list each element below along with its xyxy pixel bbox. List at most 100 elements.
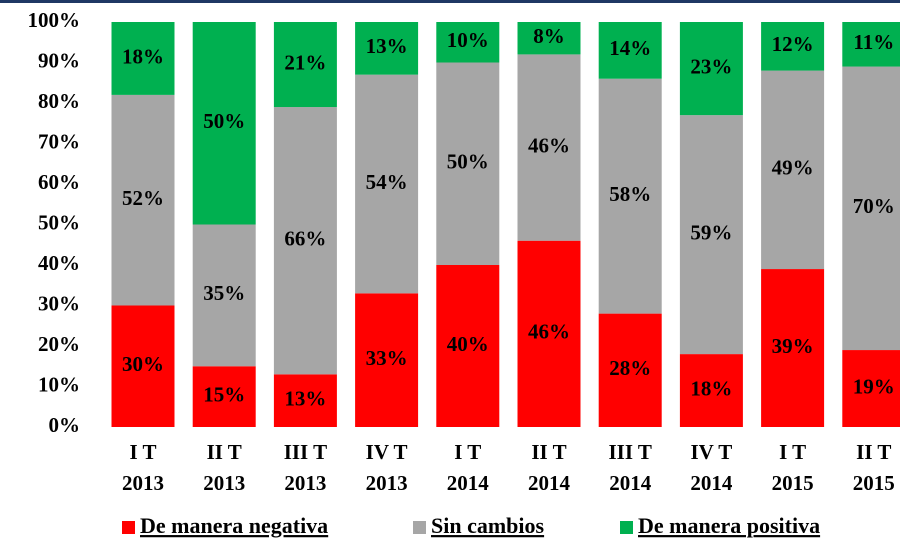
x-tick-label: 2015 xyxy=(853,471,895,495)
data-label: 10% xyxy=(447,28,489,52)
data-label: 8% xyxy=(533,24,565,48)
bar-segment xyxy=(517,240,581,427)
bar-segment xyxy=(436,22,500,63)
bar-segment xyxy=(761,269,825,427)
legend-swatch xyxy=(413,521,426,534)
x-tick-label: 2014 xyxy=(447,471,490,495)
data-label: 21% xyxy=(284,50,326,74)
data-label: 35% xyxy=(203,281,245,305)
y-tick-label: 30% xyxy=(38,291,80,315)
data-label: 40% xyxy=(447,332,489,356)
bar-segment xyxy=(761,70,825,270)
x-tick-label: 2013 xyxy=(203,471,245,495)
bar-segment xyxy=(436,265,500,427)
legend-label: De manera positiva xyxy=(638,513,820,538)
x-tick-label: II T xyxy=(531,440,566,464)
legend-swatch xyxy=(620,521,633,534)
y-tick-label: 0% xyxy=(49,413,81,437)
bar-segment xyxy=(679,354,743,427)
data-label: 70% xyxy=(853,194,895,218)
y-tick-label: 80% xyxy=(38,89,80,113)
bar-segment xyxy=(192,224,256,367)
bar-segment xyxy=(598,22,662,79)
x-tick-label: I T xyxy=(779,440,806,464)
bar-segment xyxy=(517,22,581,55)
bar-segment xyxy=(679,22,743,116)
bar-segment xyxy=(842,350,900,427)
bar-segment xyxy=(517,54,581,241)
data-label: 46% xyxy=(528,133,570,157)
x-tick-label: 2013 xyxy=(284,471,326,495)
bar-segment xyxy=(273,22,337,108)
bar-segment xyxy=(598,313,662,427)
bar-segment xyxy=(192,366,256,427)
y-tick-label: 100% xyxy=(28,8,81,32)
x-tick-label: I T xyxy=(129,440,156,464)
data-label: 19% xyxy=(853,374,895,398)
data-label: 46% xyxy=(528,320,570,344)
data-label: 15% xyxy=(203,382,245,406)
data-label: 49% xyxy=(772,156,814,180)
x-tick-label: II T xyxy=(856,440,891,464)
bar-segment xyxy=(598,78,662,314)
bar-segment xyxy=(355,293,419,427)
x-tick-label: II T xyxy=(207,440,242,464)
bar-segment xyxy=(111,94,175,306)
x-tick-label: III T xyxy=(608,440,651,464)
legend-label: De manera negativa xyxy=(140,513,328,538)
data-label: 18% xyxy=(690,376,732,400)
y-tick-label: 20% xyxy=(38,332,80,356)
bar-segment xyxy=(842,66,900,351)
bar-segment xyxy=(111,22,175,95)
data-label: 50% xyxy=(447,150,489,174)
legend-label: Sin cambios xyxy=(431,513,545,538)
bar-segment xyxy=(436,62,500,265)
x-tick-label: 2014 xyxy=(690,471,733,495)
data-label: 59% xyxy=(690,220,732,244)
bar-segment xyxy=(679,115,743,355)
data-label: 54% xyxy=(366,170,408,194)
x-tick-label: 2013 xyxy=(122,471,164,495)
x-tick-label: IV T xyxy=(690,440,732,464)
x-tick-label: 2015 xyxy=(772,471,814,495)
y-tick-label: 90% xyxy=(38,48,80,72)
x-tick-label: 2013 xyxy=(366,471,408,495)
bar-segment xyxy=(355,22,419,75)
data-label: 23% xyxy=(690,54,732,78)
y-tick-label: 60% xyxy=(38,170,80,194)
x-tick-label: 2014 xyxy=(609,471,652,495)
top-rule xyxy=(0,0,900,3)
data-label: 30% xyxy=(122,352,164,376)
legend-swatch xyxy=(122,521,135,534)
data-label: 18% xyxy=(122,44,164,68)
data-label: 52% xyxy=(122,186,164,210)
x-tick-label: IV T xyxy=(366,440,408,464)
x-tick-label: III T xyxy=(284,440,327,464)
x-tick-label: I T xyxy=(454,440,481,464)
bar-segment xyxy=(192,22,256,225)
data-label: 33% xyxy=(366,346,408,370)
data-label: 28% xyxy=(609,356,651,380)
bar-segment xyxy=(111,305,175,427)
data-label: 13% xyxy=(366,34,408,58)
data-label: 14% xyxy=(609,36,651,60)
y-tick-label: 70% xyxy=(38,129,80,153)
data-label: 11% xyxy=(853,30,894,54)
data-label: 12% xyxy=(772,32,814,56)
data-label: 66% xyxy=(284,227,326,251)
data-label: 13% xyxy=(284,386,326,410)
bar-segment xyxy=(842,22,900,67)
bar-segment xyxy=(355,74,419,294)
x-tick-label: 2014 xyxy=(528,471,571,495)
data-label: 39% xyxy=(772,334,814,358)
y-tick-label: 50% xyxy=(38,210,80,234)
y-tick-label: 10% xyxy=(38,372,80,396)
data-label: 58% xyxy=(609,182,651,206)
bar-segment xyxy=(273,107,337,375)
bar-segment xyxy=(761,22,825,71)
bar-segment xyxy=(273,374,337,427)
y-tick-label: 40% xyxy=(38,251,80,275)
data-label: 50% xyxy=(203,109,245,133)
